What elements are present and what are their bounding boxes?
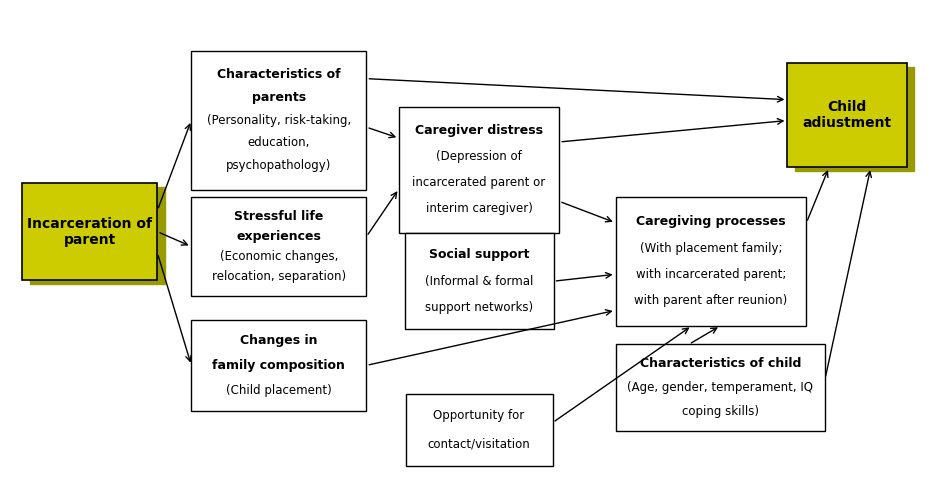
Text: Changes in: Changes in	[240, 334, 318, 347]
Text: Characteristics of child: Characteristics of child	[640, 358, 801, 371]
Text: education,: education,	[248, 136, 310, 149]
Text: (Informal & formal: (Informal & formal	[425, 275, 533, 288]
Text: with parent after reunion): with parent after reunion)	[634, 294, 787, 307]
Text: (Child placement): (Child placement)	[226, 384, 332, 397]
Text: Characteristics of: Characteristics of	[217, 68, 341, 81]
Bar	[405, 394, 553, 466]
Bar	[191, 320, 366, 411]
Text: with incarcerated parent;: with incarcerated parent;	[636, 268, 786, 281]
Text: parents: parents	[252, 91, 306, 104]
Text: Child
adiustment: Child adiustment	[802, 100, 891, 130]
Bar	[787, 63, 907, 167]
Text: (Economic changes,: (Economic changes,	[219, 250, 338, 263]
Text: incarcerated parent or: incarcerated parent or	[413, 176, 545, 189]
Bar	[404, 233, 554, 330]
Text: interim caregiver): interim caregiver)	[426, 202, 532, 215]
Bar	[30, 187, 164, 284]
Bar	[795, 67, 914, 171]
Text: coping skills): coping skills)	[682, 405, 758, 418]
Bar	[399, 107, 559, 233]
Text: Stressful life: Stressful life	[234, 210, 323, 223]
Text: relocation, separation): relocation, separation)	[212, 270, 346, 283]
Bar	[191, 51, 366, 190]
Text: Incarceration of
parent: Incarceration of parent	[27, 217, 152, 247]
Text: (Personality, risk-taking,: (Personality, risk-taking,	[206, 114, 351, 127]
Bar	[191, 197, 366, 296]
Text: Opportunity for: Opportunity for	[433, 408, 525, 421]
Text: experiences: experiences	[236, 230, 321, 243]
Text: Caregiver distress: Caregiver distress	[415, 124, 543, 137]
Text: (Depression of: (Depression of	[436, 150, 522, 163]
Text: (Age, gender, temperament, IQ: (Age, gender, temperament, IQ	[628, 381, 814, 394]
Bar	[616, 344, 825, 431]
Bar	[616, 197, 806, 326]
Text: support networks): support networks)	[425, 301, 533, 314]
Text: Caregiving processes: Caregiving processes	[636, 215, 785, 228]
Text: (With placement family;: (With placement family;	[640, 242, 783, 254]
Text: psychopathology): psychopathology)	[226, 159, 332, 172]
Text: contact/visitation: contact/visitation	[428, 438, 531, 451]
Text: family composition: family composition	[212, 359, 346, 372]
Bar	[22, 183, 157, 280]
Text: Social support: Social support	[429, 249, 530, 261]
